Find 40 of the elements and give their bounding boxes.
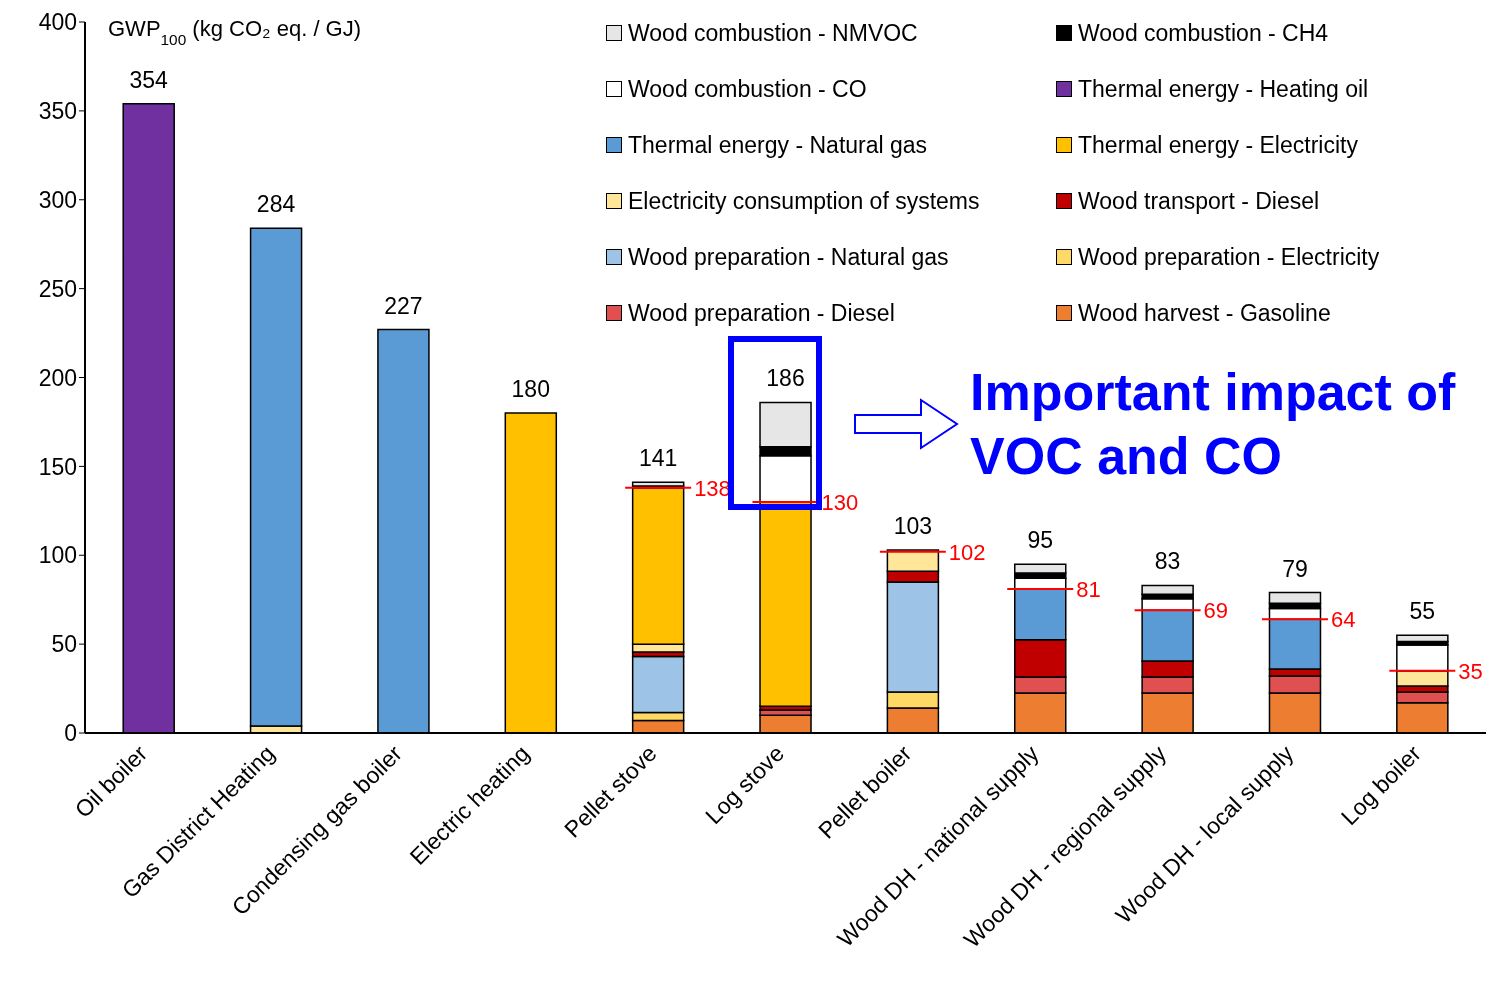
y-tick-label: 250: [38, 275, 77, 302]
total-label: 227: [384, 292, 423, 319]
legend-label: Electricity consumption of systems: [628, 187, 980, 215]
annotation: Important impact of VOC and CO: [970, 362, 1457, 487]
y-tick-label: 50: [51, 631, 77, 658]
total-label: 79: [1282, 555, 1308, 582]
y-tick-label: 300: [38, 186, 77, 213]
y-tick-label: 0: [64, 720, 77, 747]
y-tick-label: 150: [38, 453, 77, 480]
legend-label: Wood preparation - Natural gas: [628, 243, 949, 271]
legend-label: Wood combustion - CO: [628, 75, 867, 103]
total-label: 83: [1154, 548, 1181, 575]
y-tick-label: 350: [38, 98, 77, 125]
legend-label: Wood combustion - NMVOC: [628, 19, 918, 47]
legend-label: Wood transport - Diesel: [1078, 187, 1320, 215]
y-axis-title: GWP$_{100}$ (kg CO₂ eq. / GJ): [108, 16, 362, 48]
legend-label: Wood harvest - Gasoline: [1078, 299, 1331, 327]
legend-label: Thermal energy - Natural gas: [628, 131, 928, 159]
annotation: 69: [1203, 598, 1229, 624]
total-label: 103: [893, 512, 933, 539]
legend-label: Wood preparation - Diesel: [628, 299, 895, 327]
total-label: 95: [1027, 527, 1054, 554]
total-label: 55: [1409, 598, 1436, 625]
legend-label: Thermal energy - Heating oil: [1078, 75, 1369, 103]
total-label: 141: [638, 445, 678, 472]
total-label: 186: [766, 365, 805, 392]
total-label: 284: [256, 191, 296, 218]
annotation: 102: [948, 539, 986, 565]
annotation: 130: [821, 489, 859, 515]
y-tick-label: 400: [38, 9, 77, 36]
y-tick-label: 100: [38, 542, 77, 569]
total-label: 354: [129, 66, 169, 93]
total-label: 180: [511, 376, 550, 403]
annotation: 64: [1330, 607, 1356, 633]
annotation: 81: [1076, 577, 1101, 603]
legend-label: Wood preparation - Electricity: [1078, 243, 1380, 271]
y-tick-label: 200: [38, 364, 77, 391]
legend-label: Wood combustion - CH4: [1078, 19, 1329, 47]
legend-label: Thermal energy - Electricity: [1078, 131, 1358, 159]
annotation: 35: [1458, 658, 1483, 684]
